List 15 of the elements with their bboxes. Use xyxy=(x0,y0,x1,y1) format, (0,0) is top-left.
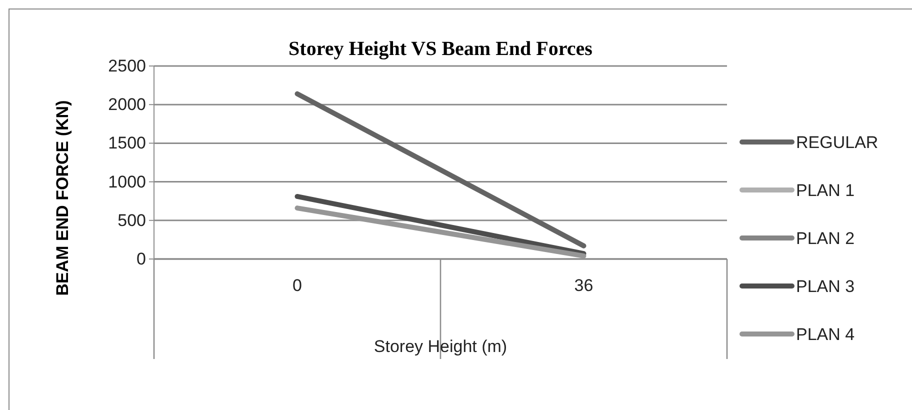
y-tick-label: 1500 xyxy=(108,134,146,153)
chart-title: Storey Height VS Beam End Forces xyxy=(288,38,593,60)
y-tick-label: 0 xyxy=(136,249,146,268)
x-axis-title: Storey Height (m) xyxy=(374,337,508,356)
y-tick-label: 2000 xyxy=(108,95,146,114)
y-tick-label: 500 xyxy=(118,210,146,230)
legend-label: PLAN 2 xyxy=(796,229,855,248)
y-axis-title: BEAM END FORCE (KN) xyxy=(53,100,72,296)
legend-label: PLAN 1 xyxy=(796,181,855,200)
legend-label: PLAN 4 xyxy=(796,325,855,344)
x-tick-label: 36 xyxy=(574,276,594,296)
y-tick-label: 2500 xyxy=(108,56,146,76)
legend-label: PLAN 3 xyxy=(796,277,855,296)
legend-label: REGULAR xyxy=(796,133,878,152)
y-tick-label: 1000 xyxy=(108,172,146,192)
